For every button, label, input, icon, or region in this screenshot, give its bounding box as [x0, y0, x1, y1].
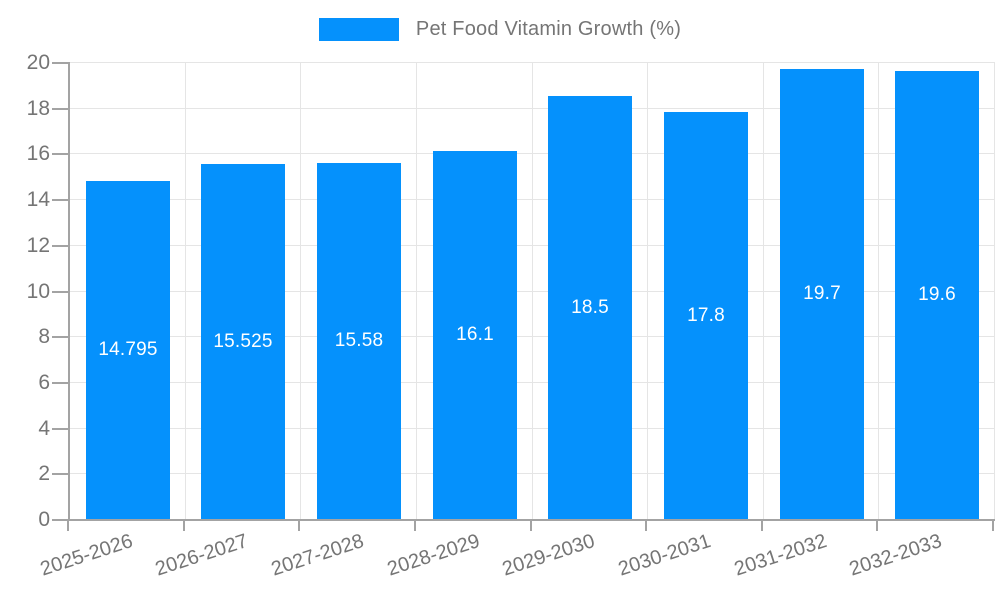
y-tick-label: 18 [26, 97, 50, 120]
y-axis-tick [52, 382, 68, 384]
plot-area: 14.795 15.525 15.58 16.1 18.5 17.8 19.7 19.6 [68, 62, 995, 521]
y-tick-label: 4 [38, 417, 50, 440]
x-tick-label: 2025-2026 [38, 530, 136, 581]
x-tick-label: 2028-2029 [385, 530, 483, 581]
gridline-vertical [532, 62, 533, 519]
x-axis-tick [183, 521, 185, 531]
x-tick-label: 2031-2032 [732, 530, 830, 581]
x-axis-tick [530, 521, 532, 531]
x-tick-label: 2032-2033 [847, 530, 945, 581]
y-axis-tick [52, 108, 68, 110]
y-tick-label: 0 [38, 508, 50, 531]
x-tick-label: 2026-2027 [153, 530, 251, 581]
gridline-vertical [763, 62, 764, 519]
bar-value-label: 16.1 [456, 324, 494, 346]
bar-value-label: 17.8 [687, 304, 725, 326]
gridline-vertical [994, 62, 995, 519]
y-tick-label: 2 [38, 462, 50, 485]
y-tick-label: 20 [26, 51, 50, 74]
y-tick-label: 8 [38, 325, 50, 348]
legend: Pet Food Vitamin Growth (%) [0, 18, 1000, 41]
x-axis-tick [645, 521, 647, 531]
bar: 15.58 [317, 163, 401, 519]
bar: 16.1 [433, 151, 517, 519]
gridline-vertical [300, 62, 301, 519]
x-tick-label: 2029-2030 [500, 530, 598, 581]
y-axis-tick [52, 199, 68, 201]
x-axis-tick [67, 521, 69, 531]
y-tick-label: 6 [38, 371, 50, 394]
gridline-vertical [416, 62, 417, 519]
x-axis-tick [298, 521, 300, 531]
y-axis-tick [52, 519, 68, 521]
bar: 19.7 [780, 68, 864, 519]
bar: 17.8 [664, 112, 748, 519]
y-axis-tick [52, 473, 68, 475]
bar-value-label: 18.5 [571, 296, 609, 318]
bar: 18.5 [548, 96, 632, 519]
bar: 19.6 [895, 71, 979, 519]
x-axis-tick [876, 521, 878, 531]
gridline-vertical [647, 62, 648, 519]
bar: 15.525 [201, 164, 285, 519]
bar-value-label: 19.7 [803, 282, 841, 304]
y-tick-label: 16 [26, 142, 50, 165]
gridline-vertical [185, 62, 186, 519]
x-axis-tick [992, 521, 994, 531]
y-axis-tick [52, 153, 68, 155]
y-axis-tick [52, 336, 68, 338]
x-axis-tick [761, 521, 763, 531]
bar-value-label: 19.6 [918, 284, 956, 306]
legend-swatch [318, 18, 399, 41]
y-tick-label: 10 [26, 280, 50, 303]
gridline-vertical [878, 62, 879, 519]
y-tick-label: 14 [26, 188, 50, 211]
legend-label: Pet Food Vitamin Growth (%) [415, 18, 682, 40]
y-axis-tick [52, 62, 68, 64]
y-axis-tick [52, 245, 68, 247]
x-tick-label: 2030-2031 [616, 530, 714, 581]
bar-value-label: 14.795 [98, 338, 158, 360]
y-axis-tick [52, 428, 68, 430]
bar-value-label: 15.525 [213, 330, 273, 352]
x-axis-tick [414, 521, 416, 531]
bar-value-label: 15.58 [334, 330, 384, 351]
y-axis-tick [52, 291, 68, 293]
bar: 14.795 [86, 180, 170, 519]
y-tick-label: 12 [26, 234, 50, 257]
x-tick-label: 2027-2028 [269, 530, 367, 581]
